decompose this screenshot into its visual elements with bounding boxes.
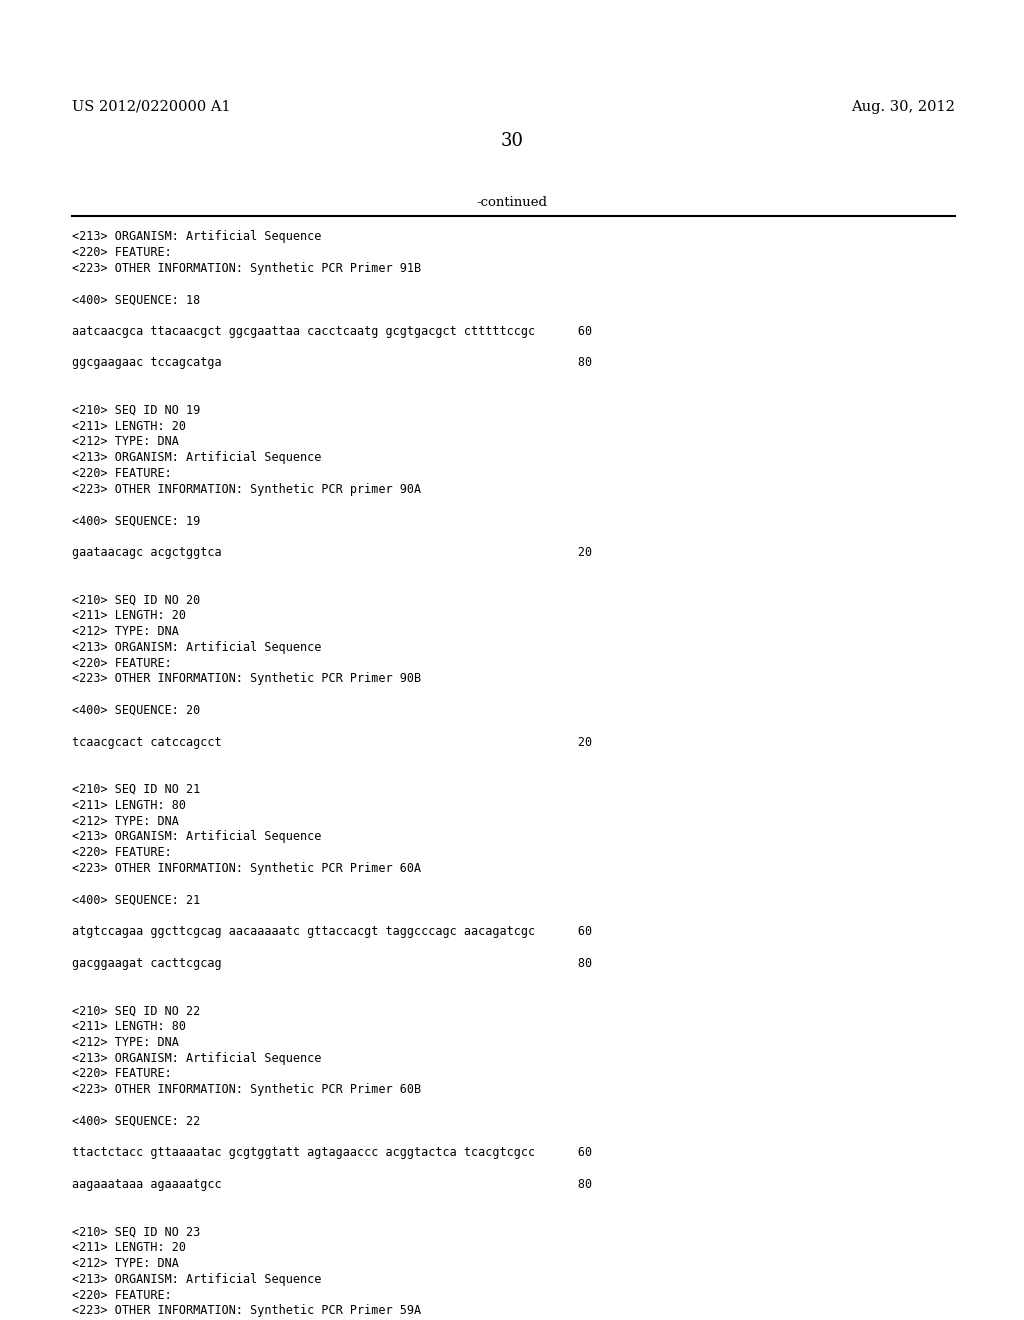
Text: <212> TYPE: DNA: <212> TYPE: DNA: [72, 624, 179, 638]
Text: <213> ORGANISM: Artificial Sequence: <213> ORGANISM: Artificial Sequence: [72, 640, 322, 653]
Text: <400> SEQUENCE: 18: <400> SEQUENCE: 18: [72, 293, 201, 306]
Text: gacggaagat cacttcgcag                                                  80: gacggaagat cacttcgcag 80: [72, 957, 592, 970]
Text: <212> TYPE: DNA: <212> TYPE: DNA: [72, 436, 179, 449]
Text: <212> TYPE: DNA: <212> TYPE: DNA: [72, 814, 179, 828]
Text: <220> FEATURE:: <220> FEATURE:: [72, 1068, 172, 1080]
Text: 30: 30: [501, 132, 523, 150]
Text: <213> ORGANISM: Artificial Sequence: <213> ORGANISM: Artificial Sequence: [72, 230, 322, 243]
Text: <213> ORGANISM: Artificial Sequence: <213> ORGANISM: Artificial Sequence: [72, 1052, 322, 1065]
Text: <213> ORGANISM: Artificial Sequence: <213> ORGANISM: Artificial Sequence: [72, 1272, 322, 1286]
Text: <210> SEQ ID NO 20: <210> SEQ ID NO 20: [72, 594, 201, 606]
Text: <210> SEQ ID NO 23: <210> SEQ ID NO 23: [72, 1225, 201, 1238]
Text: <212> TYPE: DNA: <212> TYPE: DNA: [72, 1257, 179, 1270]
Text: gaataacagc acgctggtca                                                  20: gaataacagc acgctggtca 20: [72, 546, 592, 558]
Text: <223> OTHER INFORMATION: Synthetic PCR Primer 60A: <223> OTHER INFORMATION: Synthetic PCR P…: [72, 862, 421, 875]
Text: <220> FEATURE:: <220> FEATURE:: [72, 467, 172, 480]
Text: ttactctacc gttaaaatac gcgtggtatt agtagaaccc acggtactca tcacgtcgcc      60: ttactctacc gttaaaatac gcgtggtatt agtagaa…: [72, 1146, 592, 1159]
Text: <210> SEQ ID NO 22: <210> SEQ ID NO 22: [72, 1005, 201, 1018]
Text: <220> FEATURE:: <220> FEATURE:: [72, 246, 172, 259]
Text: ggcgaagaac tccagcatga                                                  80: ggcgaagaac tccagcatga 80: [72, 356, 592, 370]
Text: atgtccagaa ggcttcgcag aacaaaaatc gttaccacgt taggcccagc aacagatcgc      60: atgtccagaa ggcttcgcag aacaaaaatc gttacca…: [72, 925, 592, 939]
Text: <213> ORGANISM: Artificial Sequence: <213> ORGANISM: Artificial Sequence: [72, 830, 322, 843]
Text: <213> ORGANISM: Artificial Sequence: <213> ORGANISM: Artificial Sequence: [72, 451, 322, 465]
Text: -continued: -continued: [476, 195, 548, 209]
Text: <211> LENGTH: 20: <211> LENGTH: 20: [72, 610, 186, 622]
Text: aatcaacgca ttacaacgct ggcgaattaa cacctcaatg gcgtgacgct ctttttccgc      60: aatcaacgca ttacaacgct ggcgaattaa cacctca…: [72, 325, 592, 338]
Text: US 2012/0220000 A1: US 2012/0220000 A1: [72, 100, 230, 114]
Text: <211> LENGTH: 20: <211> LENGTH: 20: [72, 420, 186, 433]
Text: Aug. 30, 2012: Aug. 30, 2012: [851, 100, 955, 114]
Text: <223> OTHER INFORMATION: Synthetic PCR Primer 90B: <223> OTHER INFORMATION: Synthetic PCR P…: [72, 672, 421, 685]
Text: <223> OTHER INFORMATION: Synthetic PCR Primer 60B: <223> OTHER INFORMATION: Synthetic PCR P…: [72, 1084, 421, 1096]
Text: <400> SEQUENCE: 21: <400> SEQUENCE: 21: [72, 894, 201, 907]
Text: aagaaataaa agaaaatgcc                                                  80: aagaaataaa agaaaatgcc 80: [72, 1177, 592, 1191]
Text: <223> OTHER INFORMATION: Synthetic PCR Primer 59A: <223> OTHER INFORMATION: Synthetic PCR P…: [72, 1304, 421, 1317]
Text: <210> SEQ ID NO 21: <210> SEQ ID NO 21: [72, 783, 201, 796]
Text: <212> TYPE: DNA: <212> TYPE: DNA: [72, 1036, 179, 1049]
Text: <210> SEQ ID NO 19: <210> SEQ ID NO 19: [72, 404, 201, 417]
Text: <223> OTHER INFORMATION: Synthetic PCR primer 90A: <223> OTHER INFORMATION: Synthetic PCR p…: [72, 483, 421, 496]
Text: <220> FEATURE:: <220> FEATURE:: [72, 656, 172, 669]
Text: tcaacgcact catccagcct                                                  20: tcaacgcact catccagcct 20: [72, 735, 592, 748]
Text: <211> LENGTH: 80: <211> LENGTH: 80: [72, 799, 186, 812]
Text: <211> LENGTH: 20: <211> LENGTH: 20: [72, 1241, 186, 1254]
Text: <400> SEQUENCE: 19: <400> SEQUENCE: 19: [72, 515, 201, 528]
Text: <211> LENGTH: 80: <211> LENGTH: 80: [72, 1020, 186, 1034]
Text: <223> OTHER INFORMATION: Synthetic PCR Primer 91B: <223> OTHER INFORMATION: Synthetic PCR P…: [72, 261, 421, 275]
Text: <400> SEQUENCE: 20: <400> SEQUENCE: 20: [72, 704, 201, 717]
Text: <220> FEATURE:: <220> FEATURE:: [72, 846, 172, 859]
Text: <400> SEQUENCE: 22: <400> SEQUENCE: 22: [72, 1115, 201, 1127]
Text: <220> FEATURE:: <220> FEATURE:: [72, 1288, 172, 1302]
